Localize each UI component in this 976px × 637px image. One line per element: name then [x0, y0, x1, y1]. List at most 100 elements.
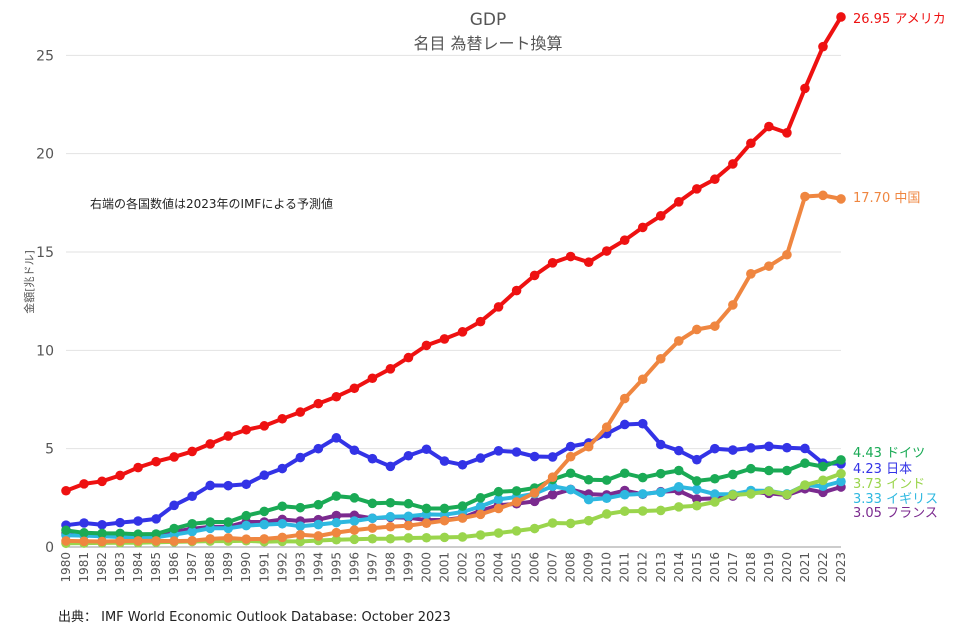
data-point: [601, 246, 612, 256]
data-point: [692, 484, 702, 495]
data-point: [79, 536, 89, 547]
data-point: [782, 465, 792, 476]
x-tick-label: 2000: [419, 552, 433, 583]
data-point: [529, 496, 540, 507]
data-point: [547, 258, 558, 268]
data-point: [223, 480, 234, 491]
data-point: [313, 443, 324, 454]
data-point: [403, 511, 414, 522]
x-tick-label: 2023: [834, 552, 848, 583]
data-point: [637, 222, 648, 233]
x-tick-label: 1984: [131, 552, 145, 583]
data-point: [367, 523, 378, 533]
x-axis-ticks: 1980 1981 1982 1983 1984 1985 1986 1987 1988 1989…: [59, 552, 848, 583]
x-tick-label: 2006: [528, 552, 542, 583]
series-end-label: 4.43 ドイツ: [853, 446, 925, 461]
data-point: [655, 468, 666, 479]
data-point: [583, 515, 594, 526]
data-point: [800, 458, 810, 469]
data-point: [421, 518, 432, 529]
x-tick-label: 2021: [798, 552, 812, 583]
data-point: [349, 445, 360, 456]
x-tick-label: 1993: [293, 552, 307, 583]
x-tick-label: 1998: [383, 552, 397, 583]
data-point: [349, 525, 360, 535]
data-point: [511, 526, 522, 536]
data-point: [764, 465, 774, 476]
data-point: [782, 442, 792, 453]
data-point: [367, 498, 378, 509]
data-point: [529, 523, 540, 534]
data-point: [97, 536, 107, 547]
data-point: [385, 497, 396, 508]
data-point: [349, 534, 360, 545]
data-point: [295, 530, 306, 540]
data-point: [169, 452, 179, 462]
series-end-label: 3.33 イギリス: [853, 492, 938, 507]
data-point: [673, 445, 684, 456]
data-point: [800, 480, 810, 490]
data-point: [97, 528, 107, 539]
data-point: [151, 514, 161, 524]
x-tick-label: 1986: [167, 552, 181, 583]
data-point: [241, 424, 252, 435]
data-point: [205, 480, 215, 491]
data-point: [511, 486, 522, 496]
data-point: [295, 536, 306, 547]
data-point: [367, 453, 378, 464]
data-point: [493, 486, 504, 497]
data-point: [151, 529, 161, 539]
data-point: [511, 285, 522, 296]
data-point: [277, 532, 288, 543]
data-point: [205, 439, 215, 449]
x-tick-label: 2003: [474, 552, 488, 583]
data-point: [673, 336, 684, 346]
data-point: [565, 251, 576, 262]
data-point: [403, 352, 414, 363]
data-point: [764, 261, 774, 271]
data-point: [655, 505, 666, 516]
data-point: [746, 489, 756, 499]
data-point: [331, 534, 342, 545]
x-tick-label: 2018: [744, 552, 758, 583]
data-point: [331, 517, 342, 528]
data-point: [511, 447, 522, 457]
data-point: [746, 443, 756, 453]
x-tick-label: 2011: [618, 552, 632, 583]
data-point: [367, 533, 378, 544]
y-tick-label: 15: [36, 245, 54, 261]
data-point: [800, 443, 810, 454]
data-point: [205, 517, 215, 527]
data-point: [457, 327, 468, 337]
series-end-label: 26.95 アメリカ: [853, 12, 946, 27]
data-point: [385, 533, 396, 544]
data-point: [637, 472, 648, 483]
data-point: [782, 249, 792, 260]
data-point: [818, 461, 828, 472]
data-point: [223, 431, 234, 441]
data-point: [692, 500, 702, 511]
data-point: [655, 439, 666, 450]
data-point: [241, 510, 252, 521]
data-point: [349, 516, 360, 526]
data-point: [619, 235, 630, 245]
data-point: [565, 451, 576, 462]
data-point: [692, 476, 702, 486]
series-end-label: 4.23 日本: [853, 462, 912, 477]
data-point: [331, 527, 342, 538]
y-axis-label: 金額[兆ドル]: [22, 250, 36, 314]
data-point: [295, 502, 306, 513]
data-point: [547, 481, 558, 492]
data-point: [619, 419, 630, 430]
data-point: [818, 190, 828, 201]
data-point: [836, 194, 846, 204]
series-中国: [61, 190, 846, 547]
data-point: [601, 509, 612, 519]
data-point: [692, 494, 702, 504]
data-point: [547, 452, 558, 462]
x-tick-label: 1989: [221, 552, 235, 583]
data-point: [619, 489, 630, 500]
data-point: [115, 517, 125, 528]
